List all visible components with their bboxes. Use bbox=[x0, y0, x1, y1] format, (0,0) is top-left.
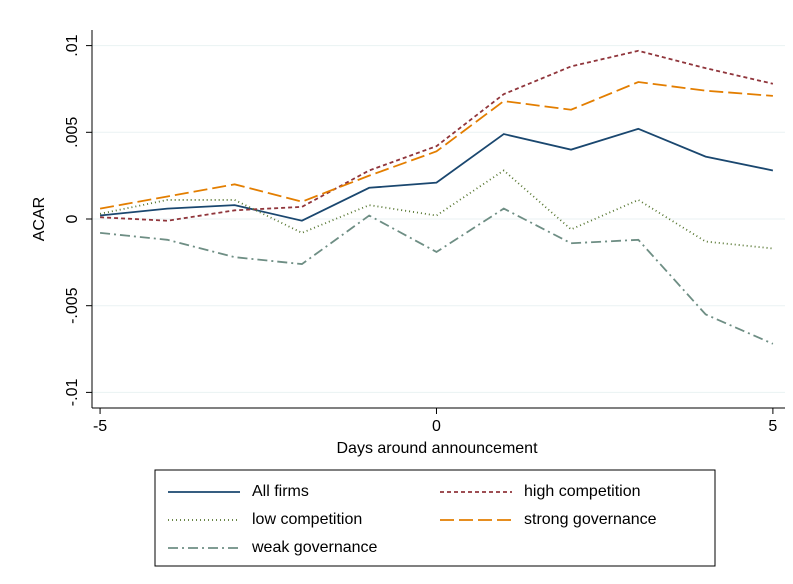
series-line bbox=[99, 81, 773, 210]
legend-label: strong governance bbox=[524, 511, 657, 528]
legend-label: high competition bbox=[524, 483, 641, 500]
y-tick-label: .01 bbox=[64, 34, 81, 56]
y-tick-label: -.01 bbox=[64, 379, 81, 407]
x-tick-label: 5 bbox=[768, 418, 777, 435]
legend-label: low competition bbox=[252, 511, 362, 528]
legend-label: weak governance bbox=[251, 539, 378, 556]
y-tick-label: -.005 bbox=[64, 287, 81, 324]
x-tick-label: 0 bbox=[432, 418, 441, 435]
legend-box bbox=[154, 469, 716, 567]
series-line bbox=[99, 127, 774, 222]
legend-label: All firms bbox=[252, 483, 309, 500]
y-tick-label: .005 bbox=[64, 117, 81, 148]
y-tick-label: 0 bbox=[64, 214, 81, 223]
series-line bbox=[99, 207, 774, 345]
series-line bbox=[100, 49, 774, 222]
x-tick-label: -5 bbox=[93, 418, 107, 435]
x-axis-title: Days around announcement bbox=[336, 440, 538, 457]
y-axis-title: ACAR bbox=[31, 197, 48, 241]
